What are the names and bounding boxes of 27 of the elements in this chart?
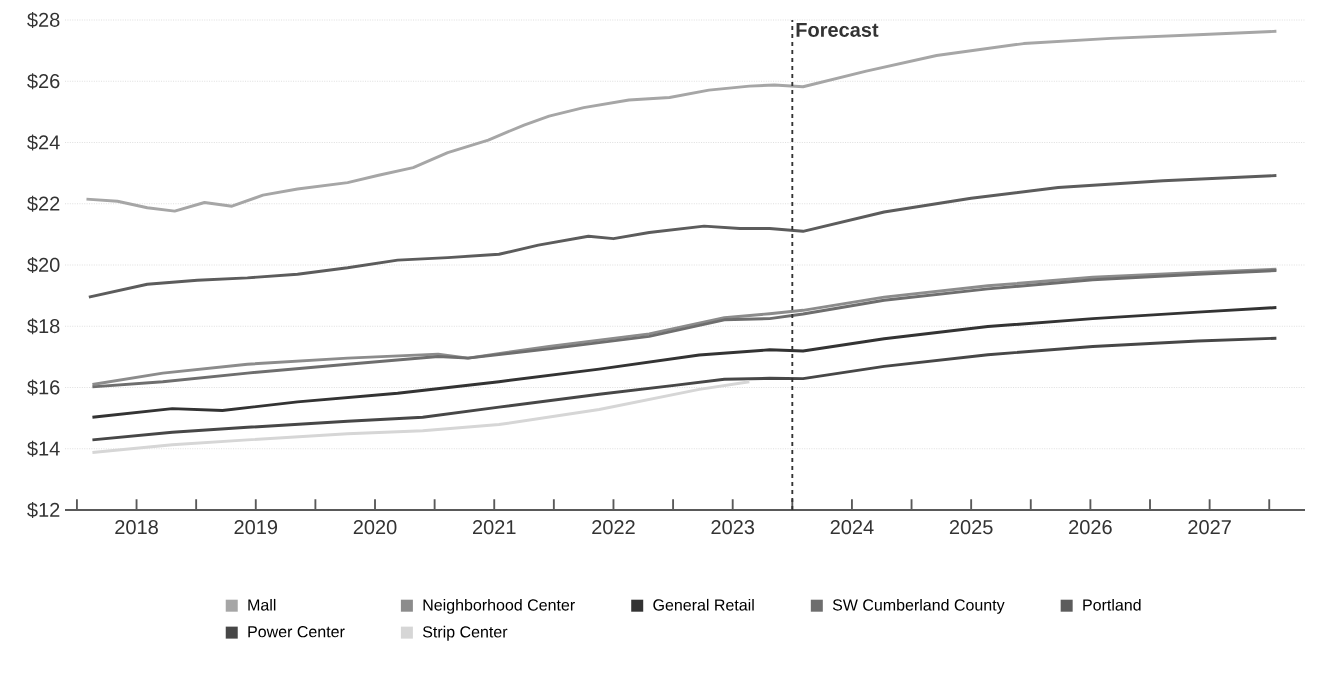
x-tick-label: 2025 <box>949 520 993 535</box>
y-tick-label: $12 <box>27 501 60 519</box>
legend-label: Power Center <box>248 626 345 638</box>
y-tick-label: $16 <box>27 379 60 396</box>
y-tick-label: $14 <box>27 440 60 457</box>
y-tick-label: $26 <box>27 73 60 90</box>
y-tick-label: $22 <box>27 195 60 212</box>
x-tick-label: 2021 <box>472 520 516 535</box>
x-tick-label: 2027 <box>1188 520 1231 535</box>
legend-label: Portland <box>1083 598 1141 611</box>
x-tick-label: 2020 <box>353 520 397 535</box>
x-tick-label: 2019 <box>234 520 278 535</box>
x-tick-label: 2023 <box>711 520 755 535</box>
legend-label: Mall <box>248 598 276 611</box>
y-tick-label: $18 <box>27 318 60 335</box>
y-tick-label: $20 <box>27 256 60 274</box>
x-tick-label: 2018 <box>115 520 158 535</box>
legend-label: General Retail <box>653 598 754 611</box>
legend-label: Strip Center <box>422 625 508 641</box>
x-tick-label: 2024 <box>830 520 874 535</box>
legend-label: Neighborhood Center <box>423 598 575 614</box>
y-tick-label: $24 <box>27 134 60 151</box>
legend-label: SW Cumberland County <box>832 598 1005 614</box>
x-tick-label: 2022 <box>592 520 635 535</box>
y-tick-label: $28 <box>27 11 60 29</box>
x-tick-label: 2026 <box>1069 520 1112 535</box>
ref-line-label: Forecast <box>796 22 879 37</box>
